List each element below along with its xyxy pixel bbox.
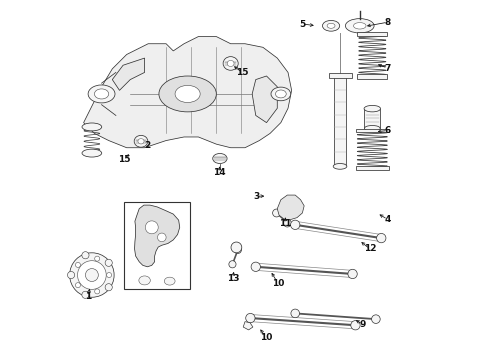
Text: 10: 10: [260, 333, 272, 342]
Circle shape: [105, 259, 112, 266]
Text: 6: 6: [385, 126, 391, 135]
Circle shape: [231, 242, 242, 253]
Text: 8: 8: [385, 18, 391, 27]
Circle shape: [68, 271, 74, 279]
Circle shape: [157, 233, 166, 242]
Circle shape: [107, 273, 112, 278]
Text: 7: 7: [385, 64, 391, 73]
Ellipse shape: [134, 135, 148, 147]
Text: 3: 3: [253, 192, 260, 201]
Circle shape: [82, 252, 89, 259]
Circle shape: [95, 256, 99, 261]
Ellipse shape: [82, 123, 102, 131]
Circle shape: [85, 269, 98, 282]
Bar: [357, 32, 388, 36]
Text: 11: 11: [279, 219, 292, 228]
Bar: [365, 109, 380, 129]
Ellipse shape: [271, 87, 291, 101]
Text: 9: 9: [360, 320, 366, 329]
Circle shape: [105, 284, 112, 291]
Circle shape: [234, 246, 242, 253]
Polygon shape: [243, 321, 253, 330]
Ellipse shape: [213, 153, 227, 163]
Text: 10: 10: [272, 279, 284, 288]
Bar: [334, 76, 346, 166]
Polygon shape: [112, 58, 145, 90]
Bar: [356, 166, 389, 170]
Circle shape: [348, 269, 357, 279]
Polygon shape: [252, 76, 277, 123]
Ellipse shape: [327, 23, 335, 28]
Ellipse shape: [322, 21, 340, 31]
Ellipse shape: [353, 23, 366, 29]
Polygon shape: [135, 205, 180, 267]
Circle shape: [82, 291, 89, 298]
Circle shape: [291, 309, 299, 318]
Text: 13: 13: [226, 274, 239, 283]
Circle shape: [251, 262, 260, 271]
Ellipse shape: [227, 60, 234, 67]
Text: 15: 15: [118, 155, 130, 164]
Circle shape: [351, 320, 360, 330]
Circle shape: [95, 289, 99, 294]
Text: 15: 15: [236, 68, 248, 77]
Circle shape: [75, 283, 80, 288]
Ellipse shape: [164, 277, 175, 285]
Ellipse shape: [333, 163, 347, 169]
Text: 5: 5: [299, 19, 305, 28]
Circle shape: [146, 221, 158, 234]
Ellipse shape: [223, 57, 238, 70]
Text: 4: 4: [385, 215, 391, 224]
Polygon shape: [84, 37, 292, 148]
Ellipse shape: [345, 19, 374, 33]
Ellipse shape: [82, 149, 102, 157]
Ellipse shape: [139, 276, 150, 285]
Text: 14: 14: [213, 168, 225, 177]
Circle shape: [77, 261, 106, 289]
Bar: [329, 73, 351, 78]
Circle shape: [70, 253, 114, 297]
Ellipse shape: [364, 105, 381, 112]
Ellipse shape: [275, 90, 286, 98]
Circle shape: [377, 233, 386, 243]
Ellipse shape: [95, 89, 109, 99]
Text: 2: 2: [145, 141, 150, 150]
Ellipse shape: [138, 139, 144, 144]
Circle shape: [229, 261, 236, 268]
Bar: [124, 202, 190, 289]
Circle shape: [245, 314, 255, 323]
Text: 1: 1: [85, 292, 92, 301]
Circle shape: [283, 219, 291, 227]
Circle shape: [272, 209, 280, 217]
Text: 12: 12: [364, 244, 376, 253]
Bar: [357, 74, 388, 78]
Bar: [356, 129, 389, 132]
Polygon shape: [277, 195, 304, 220]
Circle shape: [371, 315, 380, 323]
Ellipse shape: [175, 85, 200, 103]
Ellipse shape: [365, 126, 380, 131]
Ellipse shape: [88, 85, 115, 103]
Circle shape: [75, 262, 80, 267]
Ellipse shape: [159, 76, 216, 112]
Circle shape: [291, 220, 300, 229]
